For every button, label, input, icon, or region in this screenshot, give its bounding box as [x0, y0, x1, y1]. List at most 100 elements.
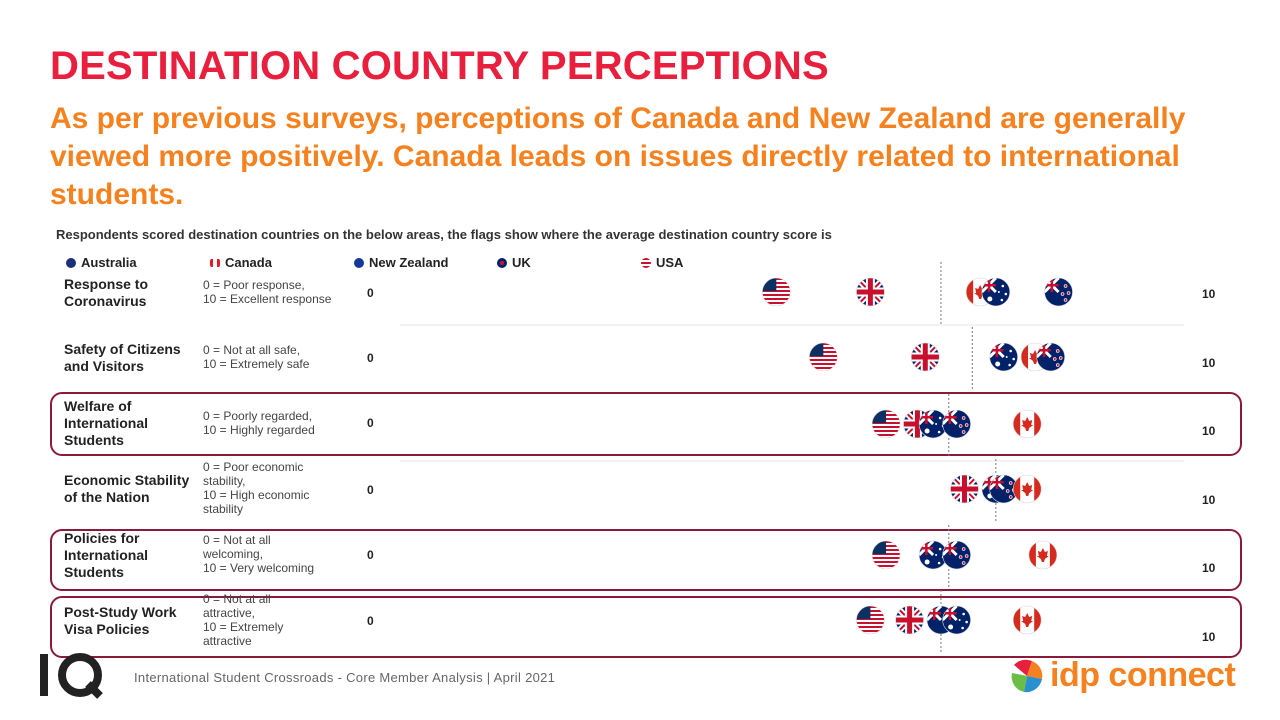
row-label-economic: Economic Stability of the Nation — [64, 472, 189, 506]
row-label-line: Coronavirus — [64, 293, 147, 309]
row-label-line: Post-Study Work — [64, 604, 177, 620]
axis-max-label: 10 — [1202, 630, 1216, 644]
legend-item-usa: USA — [641, 255, 683, 270]
row-scale-welfare: 0 = Poorly regarded, 10 = Highly regarde… — [203, 409, 315, 437]
uk-flag-marker — [950, 474, 979, 504]
legend-label: UK — [512, 255, 531, 270]
canada-flag-icon — [210, 258, 220, 267]
row-label-line: and Visitors — [64, 358, 144, 374]
row-label-line: Economic Stability — [64, 472, 190, 488]
usa-flag-marker — [856, 605, 885, 635]
row-label-line: International — [64, 547, 149, 563]
canada-flag-marker — [1012, 605, 1042, 635]
highlight-box-policies — [50, 529, 1242, 591]
scale-line: 10 = Very welcoming — [203, 561, 315, 575]
axis-max-label: 10 — [1202, 561, 1216, 575]
scale-line: 10 = High economic — [203, 488, 310, 502]
australia-flag-marker — [989, 342, 1018, 372]
page-subtitle: As per previous surveys, perceptions of … — [50, 102, 1186, 211]
legend-label: Canada — [225, 255, 272, 270]
uk-flag-marker — [895, 605, 924, 635]
legend-label: Australia — [81, 255, 137, 270]
row-scale-safety: 0 = Not at all safe, 10 = Extremely safe — [203, 343, 309, 371]
row-label-line: International — [64, 415, 149, 431]
row-label-line: of the Nation — [64, 489, 150, 505]
row-scale-policies: 0 = Not at all welcoming, 10 = Very welc… — [203, 533, 314, 575]
uk-flag-marker — [910, 342, 940, 372]
idp-connect-symbol-icon — [1011, 659, 1043, 692]
new-zealand-flag-marker — [942, 409, 971, 439]
axis-min-label: 0 — [367, 416, 374, 430]
row-label-line: Students — [64, 564, 124, 580]
canada-flag-marker — [1012, 409, 1042, 439]
highlight-box-welfare — [50, 392, 1242, 456]
row-label-policies: Policies for International Students — [64, 530, 148, 581]
scale-line: 10 = Highly regarded — [203, 423, 315, 437]
row-label-safety: Safety of Citizens and Visitors — [64, 341, 181, 375]
axis-min-label: 0 — [367, 548, 374, 562]
legend-item-australia: Australia — [66, 255, 137, 270]
row-label-visa: Post-Study Work Visa Policies — [64, 604, 177, 638]
uk-flag-icon — [497, 257, 507, 268]
row-label-line: Policies for — [64, 530, 140, 546]
australia-flag-marker — [981, 277, 1011, 307]
axis-max-label: 10 — [1202, 493, 1216, 507]
page-title: DESTINATION COUNTRY PERCEPTIONS — [50, 44, 829, 88]
scale-line: stability — [203, 502, 244, 516]
legend-item-uk: UK — [497, 255, 531, 270]
axis-min-label: 0 — [367, 351, 374, 365]
usa-flag-marker — [871, 540, 901, 570]
row-label-line: Students — [64, 432, 124, 448]
usa-flag-marker — [871, 409, 901, 439]
row-label-line: Welfare of — [64, 398, 132, 414]
row-label-line: Safety of Citizens — [64, 341, 181, 357]
axis-min-label: 0 — [367, 483, 374, 497]
row-scale-coronavirus: 0 = Poor response, 10 = Excellent respon… — [203, 278, 331, 306]
australia-flag-marker — [942, 605, 971, 635]
row-label-welfare: Welfare of International Students — [64, 398, 148, 449]
usa-flag-icon — [641, 257, 651, 268]
new-zealand-flag-marker — [942, 540, 971, 570]
canada-flag-marker — [1012, 474, 1042, 504]
row-scale-economic: 0 = Poor economic stability, 10 = High e… — [203, 460, 309, 516]
scale-line: attractive, — [203, 606, 256, 620]
row-label-coronavirus: Response to Coronavirus — [64, 276, 148, 310]
axis-min-label: 0 — [367, 614, 374, 628]
canada-flag-marker — [1028, 540, 1058, 570]
scale-line: 0 = Not at all — [203, 533, 271, 547]
new-zealand-flag-icon — [354, 257, 364, 268]
usa-flag-marker — [809, 342, 838, 372]
row-label-line: Response to — [64, 276, 149, 292]
australia-flag-icon — [66, 257, 76, 268]
scale-line: 10 = Excellent response — [203, 292, 332, 306]
row-label-line: Visa Policies — [64, 621, 150, 637]
uk-flag-marker — [856, 277, 885, 307]
scale-line: 0 = Not at all — [203, 592, 271, 606]
legend-label: New Zealand — [369, 255, 449, 270]
axis-max-label: 10 — [1202, 287, 1216, 301]
scale-line: 10 = Extremely safe — [203, 357, 310, 371]
iq-logo — [38, 650, 108, 705]
scale-line: welcoming, — [203, 547, 264, 561]
scale-line: 0 = Poor economic — [203, 460, 304, 474]
axis-min-label: 0 — [367, 286, 374, 300]
row-scale-visa: 0 = Not at all attractive, 10 = Extremel… — [203, 592, 283, 648]
idp-connect-wordmark: idp connect — [1050, 656, 1236, 694]
scale-line: 10 = Extremely — [203, 620, 284, 634]
idp-connect-logo: idp connect — [1010, 656, 1236, 695]
new-zealand-flag-marker — [1044, 277, 1073, 307]
scale-line: attractive — [203, 634, 252, 648]
chart-note: Respondents scored destination countries… — [56, 227, 832, 242]
highlight-box-visa — [50, 596, 1242, 658]
axis-max-label: 10 — [1202, 424, 1216, 438]
new-zealand-flag-marker — [1036, 342, 1066, 372]
usa-flag-marker — [762, 277, 791, 307]
legend-label: USA — [656, 255, 684, 270]
scale-line: 0 = Poorly regarded, — [203, 409, 313, 423]
scale-line: 0 = Not at all safe, — [203, 343, 301, 357]
legend-item-canada: Canada — [210, 255, 272, 270]
axis-max-label: 10 — [1202, 356, 1216, 370]
footer-text: International Student Crossroads - Core … — [134, 670, 556, 685]
scale-line: stability, — [203, 474, 246, 488]
